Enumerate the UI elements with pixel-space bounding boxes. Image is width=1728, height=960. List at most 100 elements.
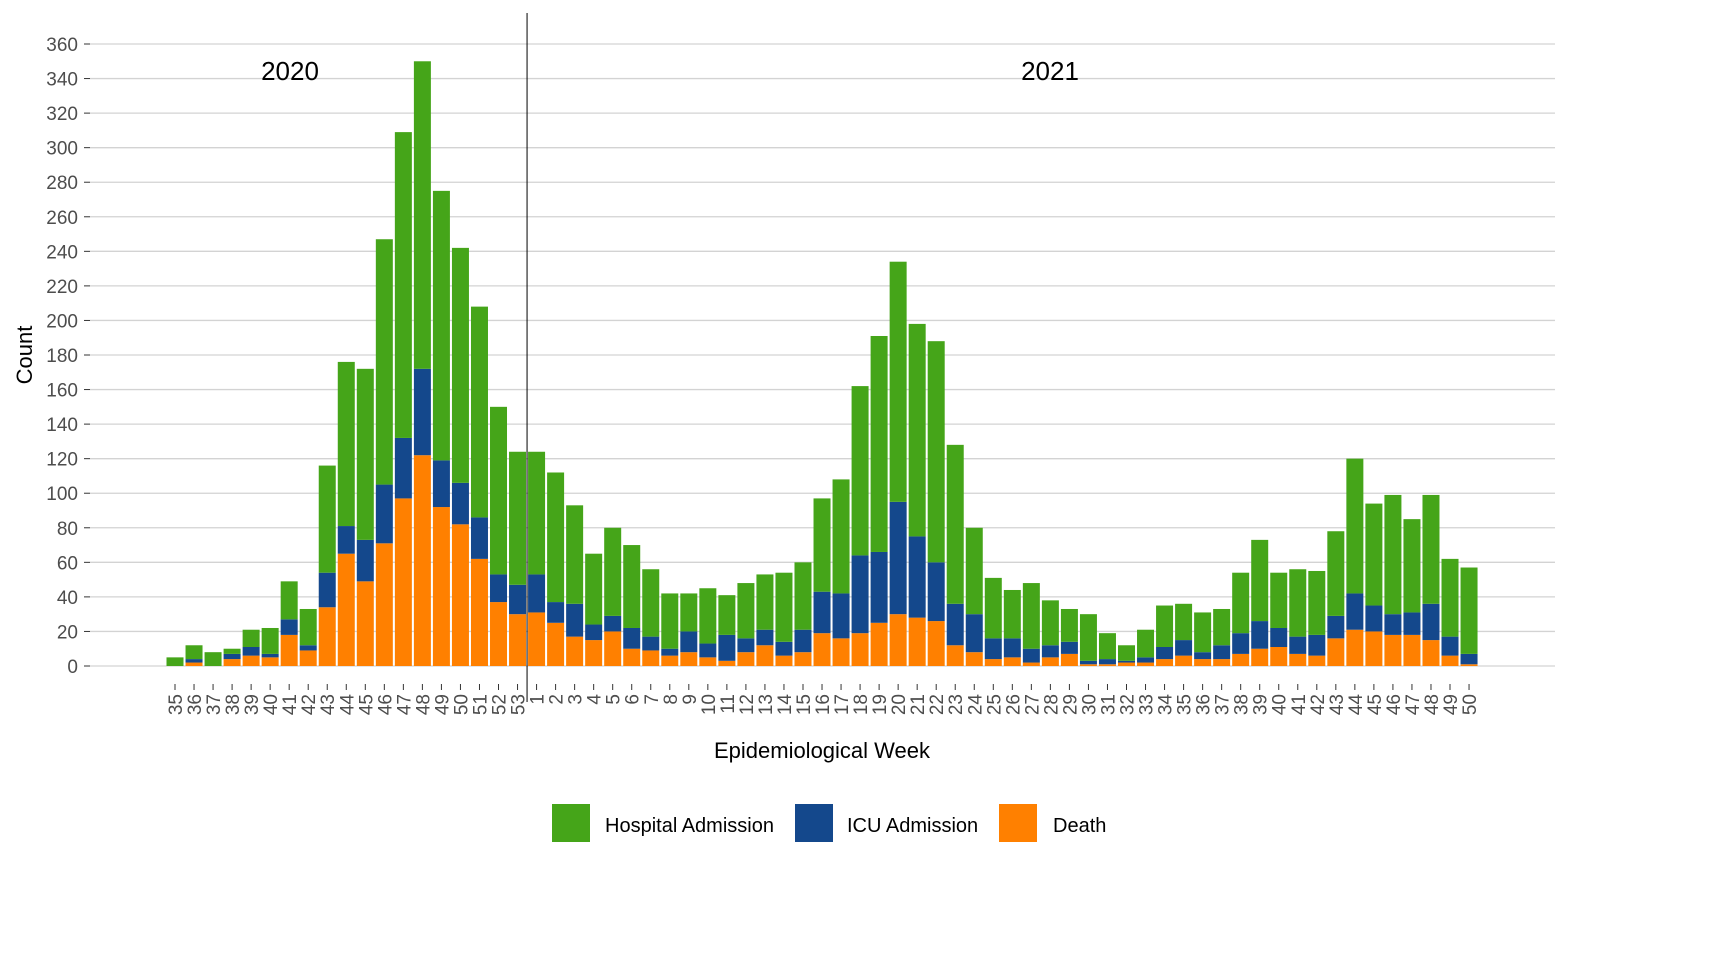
bar-stack-week-14 [775, 572, 793, 666]
bar-death [756, 645, 774, 666]
bar-icu-admission [1213, 645, 1231, 660]
bar-stack-week-30 [1079, 614, 1097, 666]
x-tick-label: 36 [185, 694, 206, 715]
bar-icu-admission [1384, 614, 1402, 635]
bar-death [413, 455, 431, 666]
bar-icu-admission [509, 584, 527, 615]
bar-death [585, 640, 603, 666]
bar-stack-week-15 [794, 562, 812, 666]
bar-stack-week-34 [1156, 605, 1174, 666]
bar-death [1289, 653, 1307, 666]
bar-stack-week-37 [1213, 608, 1231, 666]
x-tick-label: 26 [1003, 694, 1024, 715]
x-tick-label: 18 [851, 694, 872, 715]
y-tick-label: 180 [46, 346, 78, 367]
bar-death [1441, 655, 1459, 666]
bar-death [1270, 646, 1288, 666]
bar-icu-admission [356, 539, 374, 582]
bar-death [908, 617, 926, 666]
bar-stack-week-46 [375, 239, 393, 666]
year-label-2021: 2021 [1021, 56, 1079, 86]
bar-hospital-admission [756, 574, 774, 630]
bar-hospital-admission [984, 577, 1002, 639]
bar-icu-admission [1270, 627, 1288, 647]
bar-icu-admission [718, 634, 736, 661]
bar-death [1403, 634, 1421, 666]
legend-label-hospital: Hospital Admission [605, 815, 774, 837]
bar-death [280, 634, 298, 666]
bar-icu-admission [889, 501, 907, 615]
x-tick-label: 50 [1460, 694, 1481, 715]
bar-hospital-admission [1175, 603, 1193, 641]
bar-icu-admission [413, 368, 431, 456]
bar-icu-admission [737, 638, 755, 653]
x-tick-label: 42 [1308, 694, 1329, 715]
bar-stack-week-21 [908, 323, 926, 666]
x-tick-label: 27 [1022, 694, 1043, 715]
bar-stack-week-22 [927, 341, 945, 666]
bar-hospital-admission [1460, 567, 1478, 654]
y-tick-label: 360 [46, 35, 78, 56]
bar-icu-admission [1327, 615, 1345, 639]
x-tick-label: 40 [1270, 694, 1291, 715]
bar-death [1384, 634, 1402, 666]
legend-item-death: Death [999, 804, 1106, 842]
bar-hospital-admission [642, 569, 660, 637]
x-tick-label: 40 [261, 694, 282, 715]
bar-stack-week-41 [1289, 569, 1307, 666]
bar-death [737, 652, 755, 666]
bar-hospital-admission [585, 553, 603, 625]
bar-icu-admission [432, 460, 450, 508]
x-tick-label: 49 [1441, 694, 1462, 715]
x-axis-title: Epidemiological Week [714, 738, 931, 763]
bar-stack-week-50 [1460, 567, 1478, 666]
bar-icu-admission [318, 572, 336, 608]
bar-stack-week-6 [623, 545, 641, 666]
x-tick-label: 46 [375, 694, 396, 715]
x-tick-label: 7 [642, 694, 663, 705]
x-tick-label: 44 [337, 694, 358, 716]
bar-hospital-admission [1232, 572, 1250, 634]
bar-icu-admission [394, 437, 412, 499]
x-tick-label: 23 [946, 694, 967, 715]
bar-stack-week-36 [185, 645, 203, 666]
x-tick-label: 39 [1251, 694, 1272, 715]
bar-death [1156, 659, 1174, 666]
bar-stack-week-48 [1422, 494, 1440, 666]
bar-hospital-admission [528, 451, 546, 575]
bar-hospital-admission [661, 593, 679, 649]
bar-hospital-admission [413, 61, 431, 369]
bar-icu-admission [1118, 660, 1135, 663]
x-tick-label: 42 [299, 694, 320, 715]
bar-death [1194, 659, 1212, 666]
bar-hospital-admission [1270, 572, 1288, 628]
bar-stack-week-52 [490, 406, 508, 666]
bar-hospital-admission [566, 505, 584, 604]
bar-hospital-admission [1194, 612, 1212, 653]
bar-stack-week-1 [528, 451, 546, 666]
bar-hospital-admission [1441, 558, 1459, 637]
bar-death [1232, 653, 1250, 666]
y-tick-label: 60 [57, 553, 78, 574]
bar-icu-admission [1098, 659, 1116, 665]
bar-stack-week-28 [1041, 600, 1059, 666]
bar-death [699, 657, 717, 666]
bar-stack-week-48 [413, 61, 431, 666]
bar-icu-admission [1365, 605, 1383, 632]
bar-icu-admission [946, 603, 964, 646]
y-tick-label: 220 [46, 277, 78, 298]
bar-stack-week-51 [470, 306, 488, 666]
bar-icu-admission [299, 645, 317, 651]
bar-stack-week-44 [337, 361, 355, 666]
bar-hospital-admission [375, 239, 393, 485]
bar-death [984, 659, 1002, 666]
bar-icu-admission [642, 636, 660, 651]
bar-stack-week-19 [870, 335, 888, 666]
bar-death [547, 622, 565, 666]
bar-hospital-admission [451, 247, 469, 483]
x-tick-label: 45 [1365, 694, 1386, 715]
y-tick-label: 40 [57, 588, 78, 609]
bar-stack-week-33 [1137, 629, 1155, 666]
bar-death [451, 524, 469, 666]
bar-stack-week-41 [280, 581, 298, 666]
